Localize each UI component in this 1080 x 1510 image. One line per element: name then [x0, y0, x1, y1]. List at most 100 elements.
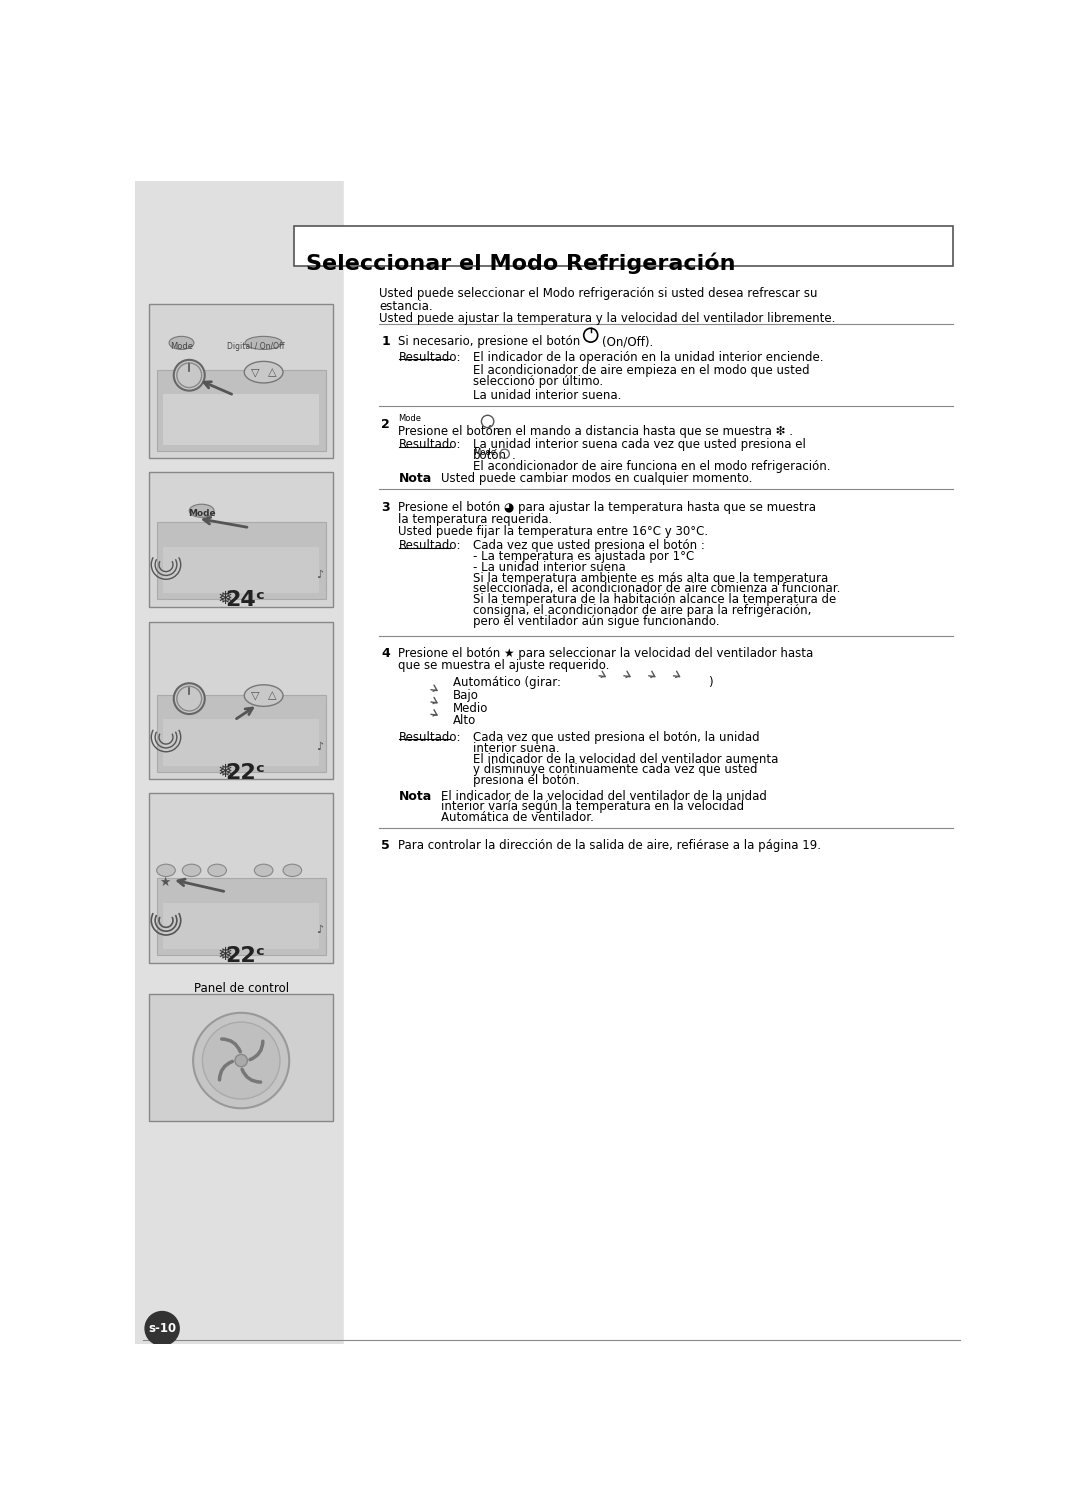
Text: ❅: ❅ [218, 763, 233, 781]
Text: la temperatura requerida.: la temperatura requerida. [399, 513, 553, 525]
Text: Si necesario, presione el botón: Si necesario, presione el botón [399, 335, 581, 349]
Text: ❅: ❅ [218, 945, 233, 963]
Bar [135, 181, 345, 1344]
Text: Resultado:: Resultado: [399, 539, 461, 553]
Text: Nota: Nota [399, 790, 432, 802]
Text: 2: 2 [381, 418, 390, 432]
Text: Cada vez que usted presiona el botón :: Cada vez que usted presiona el botón : [473, 539, 705, 553]
FancyArrowPatch shape [219, 1062, 232, 1080]
Text: s-10: s-10 [148, 1321, 176, 1335]
Text: La unidad interior suena cada vez que usted presiona el: La unidad interior suena cada vez que us… [473, 438, 806, 451]
FancyBboxPatch shape [294, 226, 953, 266]
Ellipse shape [207, 864, 227, 876]
Text: interior varía según la temperatura en la velocidad: interior varía según la temperatura en l… [441, 800, 744, 814]
Text: 3: 3 [381, 501, 390, 513]
Text: Resultado:: Resultado: [399, 438, 461, 451]
Text: seleccionada, el acondicionador de aire comienza a funcionar.: seleccionada, el acondicionador de aire … [473, 583, 840, 595]
Text: presiona el botón.: presiona el botón. [473, 775, 580, 787]
Text: Panel de control: Panel de control [193, 982, 288, 995]
Circle shape [193, 1013, 289, 1108]
Text: - La unidad interior suena: - La unidad interior suena [473, 560, 625, 574]
Text: 24ᶜ: 24ᶜ [225, 590, 265, 610]
Text: Usted puede cambiar modos en cualquier momento.: Usted puede cambiar modos en cualquier m… [441, 473, 753, 485]
Text: Para controlar la dirección de la salida de aire, refiérase a la página 19.: Para controlar la dirección de la salida… [399, 838, 822, 852]
Text: Si la temperatura ambiente es más alta que la temperatura: Si la temperatura ambiente es más alta q… [473, 572, 828, 584]
FancyBboxPatch shape [157, 370, 326, 450]
Circle shape [174, 683, 205, 714]
FancyBboxPatch shape [149, 305, 334, 459]
Text: Resultado:: Resultado: [399, 350, 461, 364]
Text: Usted puede seleccionar el Modo refrigeración si usted desea refrescar su: Usted puede seleccionar el Modo refriger… [379, 287, 818, 300]
Text: en el mando a distancia hasta que se muestra ❇ .: en el mando a distancia hasta que se mue… [497, 424, 793, 438]
Text: Usted puede fijar la temperatura entre 16°C y 30°C.: Usted puede fijar la temperatura entre 1… [399, 525, 708, 539]
Text: Nota: Nota [399, 473, 432, 485]
Ellipse shape [255, 864, 273, 876]
FancyBboxPatch shape [163, 903, 320, 948]
Text: ▽: ▽ [251, 367, 259, 378]
Text: botón: botón [473, 448, 507, 462]
FancyBboxPatch shape [149, 622, 334, 779]
FancyArrowPatch shape [249, 1042, 262, 1060]
Text: Usted puede ajustar la temperatura y la velocidad del ventilador libremente.: Usted puede ajustar la temperatura y la … [379, 313, 836, 325]
Text: Cada vez que usted presiona el botón, la unidad: Cada vez que usted presiona el botón, la… [473, 731, 759, 744]
Circle shape [145, 1312, 179, 1345]
Text: ♪: ♪ [316, 926, 324, 936]
Text: ): ) [708, 675, 713, 689]
Text: Mode: Mode [188, 509, 216, 518]
Text: El acondicionador de aire empieza en el modo que usted: El acondicionador de aire empieza en el … [473, 364, 810, 378]
Text: El indicador de la operación en la unidad interior enciende.: El indicador de la operación en la unida… [473, 350, 823, 364]
Ellipse shape [157, 864, 175, 876]
Text: seleccionó por último.: seleccionó por último. [473, 376, 603, 388]
FancyBboxPatch shape [157, 695, 326, 772]
Text: (On/Off).: (On/Off). [602, 335, 652, 349]
FancyBboxPatch shape [163, 394, 320, 444]
Bar [345, 181, 972, 1344]
Text: ★: ★ [159, 876, 170, 889]
Text: La unidad interior suena.: La unidad interior suena. [473, 390, 621, 402]
FancyBboxPatch shape [149, 793, 334, 963]
Text: .: . [512, 448, 515, 462]
Ellipse shape [244, 684, 283, 707]
Text: y disminuye continuamente cada vez que usted: y disminuye continuamente cada vez que u… [473, 764, 757, 776]
Circle shape [202, 1022, 280, 1099]
Text: 5: 5 [381, 838, 390, 852]
Text: interior suena.: interior suena. [473, 741, 559, 755]
Text: 22ᶜ: 22ᶜ [225, 763, 265, 782]
Text: Automática de ventilador.: Automática de ventilador. [441, 811, 594, 824]
Ellipse shape [170, 337, 194, 349]
FancyArrowPatch shape [221, 1039, 240, 1052]
Text: Bajo: Bajo [453, 690, 478, 702]
Text: que se muestra el ajuste requerido.: que se muestra el ajuste requerido. [399, 660, 610, 672]
FancyBboxPatch shape [149, 473, 334, 607]
FancyArrowPatch shape [242, 1069, 260, 1083]
Text: Resultado:: Resultado: [399, 731, 461, 744]
Text: Presione el botón: Presione el botón [399, 424, 501, 438]
Text: pero el ventilador aún sigue funcionando.: pero el ventilador aún sigue funcionando… [473, 615, 719, 628]
Text: △: △ [268, 367, 276, 378]
Text: Alto: Alto [453, 714, 476, 726]
Text: ♪: ♪ [316, 743, 324, 752]
Ellipse shape [189, 504, 214, 518]
Text: - La temperatura es ajustada por 1°C: - La temperatura es ajustada por 1°C [473, 550, 694, 563]
Text: ▽: ▽ [251, 690, 259, 701]
Text: estancia.: estancia. [379, 300, 433, 313]
Text: Presione el botón ◕ para ajustar la temperatura hasta que se muestra: Presione el botón ◕ para ajustar la temp… [399, 501, 816, 513]
FancyBboxPatch shape [157, 522, 326, 599]
FancyBboxPatch shape [163, 719, 320, 766]
Ellipse shape [245, 337, 282, 349]
Ellipse shape [283, 864, 301, 876]
Text: △: △ [268, 690, 276, 701]
Text: El acondicionador de aire funciona en el modo refrigeración.: El acondicionador de aire funciona en el… [473, 461, 831, 473]
Text: El indicador de la velocidad del ventilador de la unidad: El indicador de la velocidad del ventila… [441, 790, 767, 802]
Circle shape [174, 359, 205, 391]
Text: 1: 1 [381, 335, 390, 349]
FancyBboxPatch shape [149, 994, 334, 1120]
Text: Seleccionar el Modo Refrigeración: Seleccionar el Modo Refrigeración [306, 252, 735, 273]
Text: 4: 4 [381, 648, 390, 660]
Text: El indicador de la velocidad del ventilador aumenta: El indicador de la velocidad del ventila… [473, 752, 779, 766]
Text: Medio: Medio [453, 702, 488, 714]
Text: Mode: Mode [170, 343, 193, 350]
Text: 22ᶜ: 22ᶜ [225, 945, 265, 966]
Text: Digital / On/Off: Digital / On/Off [227, 343, 285, 350]
FancyBboxPatch shape [163, 547, 320, 593]
